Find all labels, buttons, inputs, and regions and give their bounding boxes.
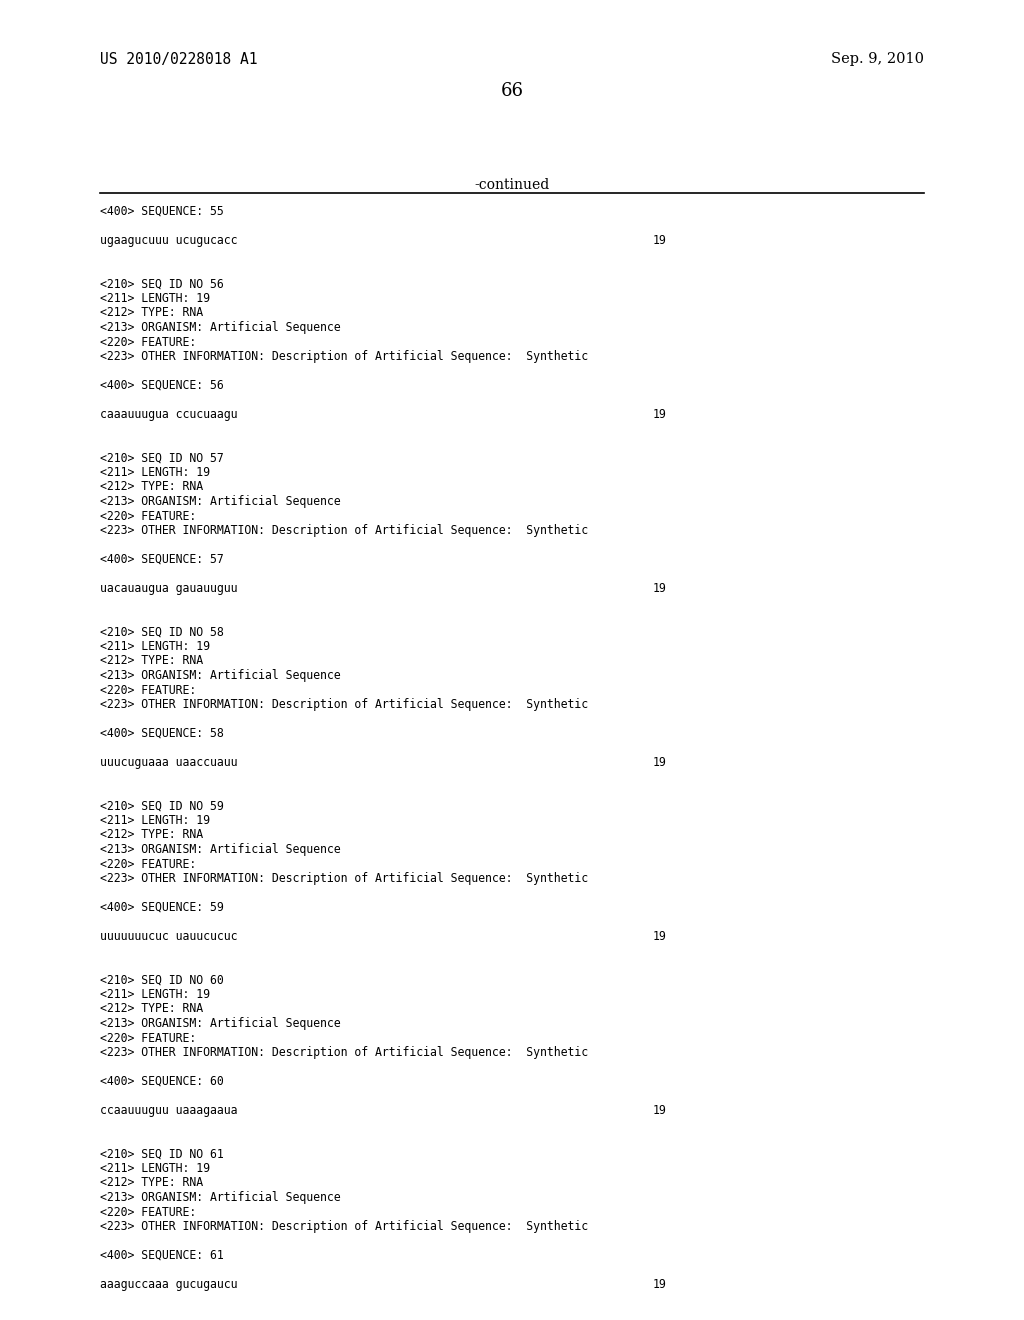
Text: <223> OTHER INFORMATION: Description of Artificial Sequence:  Synthetic: <223> OTHER INFORMATION: Description of … xyxy=(100,698,589,711)
Text: US 2010/0228018 A1: US 2010/0228018 A1 xyxy=(100,51,258,67)
Text: uacauaugua gauauuguu: uacauaugua gauauuguu xyxy=(100,582,238,595)
Text: <400> SEQUENCE: 57: <400> SEQUENCE: 57 xyxy=(100,553,224,566)
Text: <212> TYPE: RNA: <212> TYPE: RNA xyxy=(100,480,204,494)
Text: 19: 19 xyxy=(652,234,666,247)
Text: <220> FEATURE:: <220> FEATURE: xyxy=(100,1205,197,1218)
Text: <220> FEATURE:: <220> FEATURE: xyxy=(100,510,197,523)
Text: 66: 66 xyxy=(501,82,523,100)
Text: <400> SEQUENCE: 55: <400> SEQUENCE: 55 xyxy=(100,205,224,218)
Text: caaauuugua ccucuaagu: caaauuugua ccucuaagu xyxy=(100,408,238,421)
Text: <212> TYPE: RNA: <212> TYPE: RNA xyxy=(100,306,204,319)
Text: 19: 19 xyxy=(652,756,666,770)
Text: <213> ORGANISM: Artificial Sequence: <213> ORGANISM: Artificial Sequence xyxy=(100,1016,341,1030)
Text: <220> FEATURE:: <220> FEATURE: xyxy=(100,858,197,870)
Text: <211> LENGTH: 19: <211> LENGTH: 19 xyxy=(100,640,210,653)
Text: <213> ORGANISM: Artificial Sequence: <213> ORGANISM: Artificial Sequence xyxy=(100,321,341,334)
Text: 19: 19 xyxy=(652,931,666,942)
Text: <212> TYPE: RNA: <212> TYPE: RNA xyxy=(100,1002,204,1015)
Text: <400> SEQUENCE: 60: <400> SEQUENCE: 60 xyxy=(100,1074,224,1088)
Text: <210> SEQ ID NO 58: <210> SEQ ID NO 58 xyxy=(100,626,224,639)
Text: <213> ORGANISM: Artificial Sequence: <213> ORGANISM: Artificial Sequence xyxy=(100,1191,341,1204)
Text: <223> OTHER INFORMATION: Description of Artificial Sequence:  Synthetic: <223> OTHER INFORMATION: Description of … xyxy=(100,873,589,884)
Text: <210> SEQ ID NO 56: <210> SEQ ID NO 56 xyxy=(100,277,224,290)
Text: <223> OTHER INFORMATION: Description of Artificial Sequence:  Synthetic: <223> OTHER INFORMATION: Description of … xyxy=(100,1220,589,1233)
Text: <211> LENGTH: 19: <211> LENGTH: 19 xyxy=(100,466,210,479)
Text: 19: 19 xyxy=(652,1104,666,1117)
Text: <400> SEQUENCE: 61: <400> SEQUENCE: 61 xyxy=(100,1249,224,1262)
Text: <211> LENGTH: 19: <211> LENGTH: 19 xyxy=(100,292,210,305)
Text: <220> FEATURE:: <220> FEATURE: xyxy=(100,1031,197,1044)
Text: 19: 19 xyxy=(652,408,666,421)
Text: <210> SEQ ID NO 57: <210> SEQ ID NO 57 xyxy=(100,451,224,465)
Text: <223> OTHER INFORMATION: Description of Artificial Sequence:  Synthetic: <223> OTHER INFORMATION: Description of … xyxy=(100,350,589,363)
Text: <210> SEQ ID NO 59: <210> SEQ ID NO 59 xyxy=(100,800,224,813)
Text: <213> ORGANISM: Artificial Sequence: <213> ORGANISM: Artificial Sequence xyxy=(100,495,341,508)
Text: <211> LENGTH: 19: <211> LENGTH: 19 xyxy=(100,814,210,828)
Text: aaaguccaaa gucugaucu: aaaguccaaa gucugaucu xyxy=(100,1278,238,1291)
Text: 19: 19 xyxy=(652,582,666,595)
Text: <213> ORGANISM: Artificial Sequence: <213> ORGANISM: Artificial Sequence xyxy=(100,669,341,682)
Text: <210> SEQ ID NO 60: <210> SEQ ID NO 60 xyxy=(100,974,224,986)
Text: <400> SEQUENCE: 59: <400> SEQUENCE: 59 xyxy=(100,902,224,913)
Text: <210> SEQ ID NO 61: <210> SEQ ID NO 61 xyxy=(100,1147,224,1160)
Text: <223> OTHER INFORMATION: Description of Artificial Sequence:  Synthetic: <223> OTHER INFORMATION: Description of … xyxy=(100,524,589,537)
Text: <212> TYPE: RNA: <212> TYPE: RNA xyxy=(100,655,204,668)
Text: Sep. 9, 2010: Sep. 9, 2010 xyxy=(830,51,924,66)
Text: 19: 19 xyxy=(652,1278,666,1291)
Text: -continued: -continued xyxy=(474,178,550,191)
Text: <211> LENGTH: 19: <211> LENGTH: 19 xyxy=(100,1162,210,1175)
Text: <400> SEQUENCE: 56: <400> SEQUENCE: 56 xyxy=(100,379,224,392)
Text: <400> SEQUENCE: 58: <400> SEQUENCE: 58 xyxy=(100,727,224,741)
Text: ugaagucuuu ucugucacc: ugaagucuuu ucugucacc xyxy=(100,234,238,247)
Text: ccaauuuguu uaaagaaua: ccaauuuguu uaaagaaua xyxy=(100,1104,238,1117)
Text: <223> OTHER INFORMATION: Description of Artificial Sequence:  Synthetic: <223> OTHER INFORMATION: Description of … xyxy=(100,1045,589,1059)
Text: uuuuuuucuc uauucucuc: uuuuuuucuc uauucucuc xyxy=(100,931,238,942)
Text: <220> FEATURE:: <220> FEATURE: xyxy=(100,335,197,348)
Text: <212> TYPE: RNA: <212> TYPE: RNA xyxy=(100,1176,204,1189)
Text: <213> ORGANISM: Artificial Sequence: <213> ORGANISM: Artificial Sequence xyxy=(100,843,341,855)
Text: uuucuguaaa uaaccuauu: uuucuguaaa uaaccuauu xyxy=(100,756,238,770)
Text: <211> LENGTH: 19: <211> LENGTH: 19 xyxy=(100,987,210,1001)
Text: <220> FEATURE:: <220> FEATURE: xyxy=(100,684,197,697)
Text: <212> TYPE: RNA: <212> TYPE: RNA xyxy=(100,829,204,842)
